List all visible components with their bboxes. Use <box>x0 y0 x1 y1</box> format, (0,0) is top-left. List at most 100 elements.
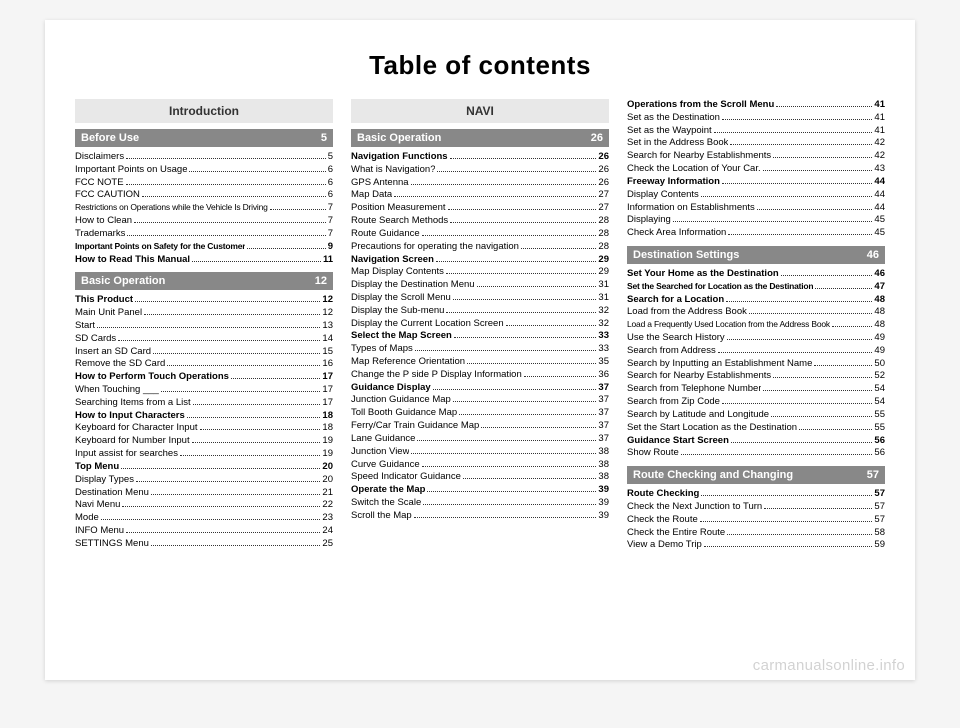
toc-label: Display Types <box>75 474 134 487</box>
toc-label: Junction Guidance Map <box>351 394 451 407</box>
toc-label: Curve Guidance <box>351 459 420 472</box>
toc-leader <box>122 506 320 507</box>
toc-leader <box>187 417 321 418</box>
toc-label: FCC NOTE <box>75 177 124 190</box>
toc-entry: Set the Searched for Location as the Des… <box>627 281 885 294</box>
toc-label: Navigation Screen <box>351 254 434 267</box>
toc-label: What is Navigation? <box>351 164 435 177</box>
toc-page: 31 <box>598 279 609 292</box>
toc-page: 41 <box>874 125 885 138</box>
toc-entry: Destination Menu21 <box>75 487 333 500</box>
toc-page: 27 <box>598 189 609 202</box>
toc-page: 7 <box>328 202 333 215</box>
toc-leader <box>231 378 320 379</box>
toc-leader <box>394 196 596 197</box>
entry-list: Disclaimers5Important Points on Usage6FC… <box>75 151 333 266</box>
toc-label: Restrictions on Operations while the Veh… <box>75 202 268 213</box>
toc-label: Set as the Waypoint <box>627 125 712 138</box>
toc-label: Operate the Map <box>351 484 425 497</box>
toc-page: 33 <box>598 343 609 356</box>
page-title: Table of contents <box>75 50 885 81</box>
toc-leader <box>414 517 597 518</box>
toc-label: Switch the Scale <box>351 497 421 510</box>
toc-page: 33 <box>598 330 609 343</box>
toc-page: 9 <box>328 241 333 254</box>
toc-page: 57 <box>874 501 885 514</box>
toc-entry: Search by Latitude and Longitude 55 <box>627 409 885 422</box>
toc-label: Ferry/Car Train Guidance Map <box>351 420 479 433</box>
toc-entry: Set the Start Location as the Destinatio… <box>627 422 885 435</box>
toc-leader <box>127 235 325 236</box>
toc-entry: Keyboard for Number Input19 <box>75 435 333 448</box>
toc-entry: Map Data27 <box>351 189 609 202</box>
toc-leader <box>463 478 597 479</box>
toc-page: 17 <box>322 371 333 384</box>
toc-entry: When Touching ___17 <box>75 384 333 397</box>
toc-leader <box>749 313 873 314</box>
toc-entry: Restrictions on Operations while the Veh… <box>75 202 333 215</box>
toc-page: 6 <box>328 189 333 202</box>
toc-page: 20 <box>322 461 333 474</box>
toc-page: 55 <box>874 409 885 422</box>
toc-leader <box>453 401 597 402</box>
toc-label: Set the Searched for Location as the Des… <box>627 281 813 292</box>
toc-leader <box>722 403 872 404</box>
toc-label: Route Search Methods <box>351 215 448 228</box>
toc-label: Check the Route <box>627 514 698 527</box>
toc-page: 7 <box>328 228 333 241</box>
toc-entry: Toll Booth Guidance Map37 <box>351 407 609 420</box>
toc-label: Lane Guidance <box>351 433 415 446</box>
toc-leader <box>763 170 873 171</box>
toc-label: Display Contents <box>627 189 699 202</box>
toc-label: Check the Next Junction to Turn <box>627 501 762 514</box>
toc-label: Display the Current Location Screen <box>351 318 504 331</box>
section-title: Basic Operation <box>357 132 441 144</box>
toc-entry: Insert an SD Card15 <box>75 346 333 359</box>
toc-label: Precautions for operating the navigation <box>351 241 519 254</box>
toc-label: Search for a Location <box>627 294 724 307</box>
toc-leader <box>142 196 326 197</box>
toc-label: Set Your Home as the Destination <box>627 268 779 281</box>
toc-entry: Position Measurement27 <box>351 202 609 215</box>
toc-leader <box>771 416 872 417</box>
toc-entry: Check the Location of Your Car.43 <box>627 163 885 176</box>
toc-label: Search by Latitude and Longitude <box>627 409 769 422</box>
toc-page: 44 <box>874 189 885 202</box>
toc-entry: Display the Current Location Screen32 <box>351 318 609 331</box>
toc-entry: Show Route56 <box>627 447 885 460</box>
toc-entry: Search for Nearby Establishments42 <box>627 150 885 163</box>
toc-label: Search by Inputting an Establishment Nam… <box>627 358 812 371</box>
toc-label: Speed Indicator Guidance <box>351 471 461 484</box>
toc-entry: This Product12 <box>75 294 333 307</box>
toc-entry: Navi Menu22 <box>75 499 333 512</box>
toc-page: 48 <box>874 319 885 332</box>
toc-entry: Speed Indicator Guidance38 <box>351 471 609 484</box>
toc-label: Display the Sub-menu <box>351 305 444 318</box>
toc-entry: Check Area Information45 <box>627 227 885 240</box>
toc-leader <box>192 261 321 262</box>
toc-leader <box>453 299 597 300</box>
toc-entry: Search from Telephone Number54 <box>627 383 885 396</box>
toc-entry: Display the Destination Menu31 <box>351 279 609 292</box>
toc-page: 26 <box>598 151 609 164</box>
toc-leader <box>446 273 596 274</box>
toc-page: 44 <box>874 176 885 189</box>
toc-label: Displaying <box>627 214 671 227</box>
toc-leader <box>135 301 320 302</box>
toc-leader <box>524 376 597 377</box>
toc-entry: Check the Entire Route58 <box>627 527 885 540</box>
toc-leader <box>477 286 597 287</box>
toc-page: 15 <box>322 346 333 359</box>
toc-leader <box>136 481 320 482</box>
toc-leader <box>415 350 597 351</box>
column-3: Operations from the Scroll Menu41Set as … <box>627 99 885 552</box>
toc-label: Map Display Contents <box>351 266 444 279</box>
toc-entry: Mode23 <box>75 512 333 525</box>
toc-leader <box>773 157 872 158</box>
toc-page: 28 <box>598 241 609 254</box>
toc-leader <box>681 454 873 455</box>
toc-leader <box>422 466 597 467</box>
toc-leader <box>714 132 873 133</box>
toc-entry: Disclaimers5 <box>75 151 333 164</box>
toc-leader <box>799 429 872 430</box>
